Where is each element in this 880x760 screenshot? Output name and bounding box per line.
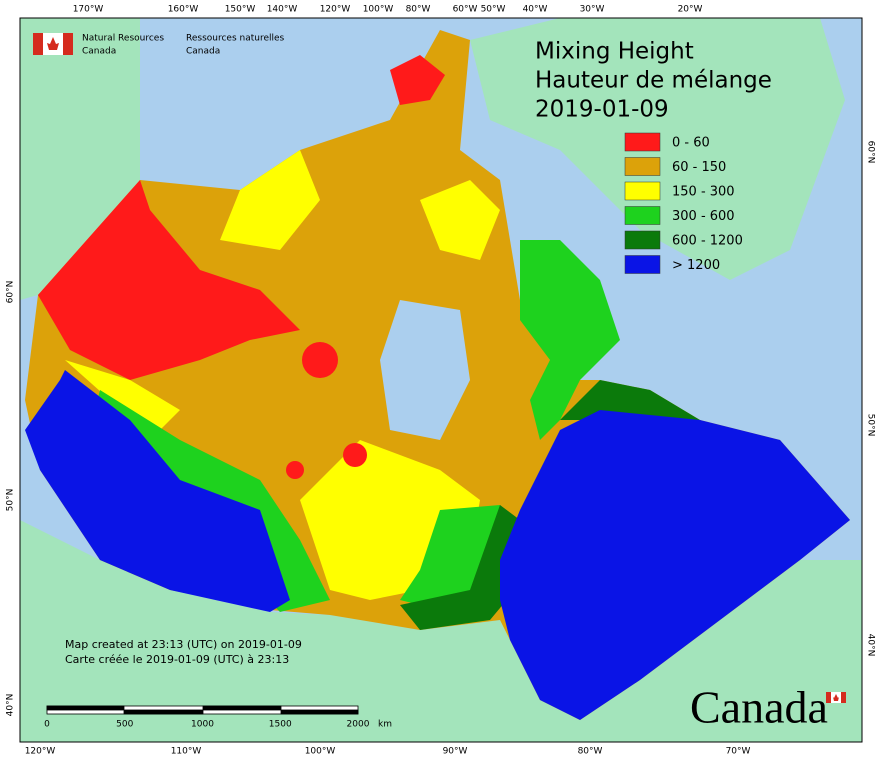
graticule-label: 100°W <box>305 747 336 757</box>
legend-label: 150 - 300 <box>672 185 735 200</box>
scale-label: 1000 <box>191 720 214 730</box>
wordmark-flag <box>826 692 846 703</box>
legend-swatch <box>624 132 661 152</box>
agency-en: Canada <box>82 47 116 57</box>
scale-label: 1500 <box>269 720 292 730</box>
graticule-label: 120°W <box>320 5 351 15</box>
graticule-label: 70°W <box>726 747 751 757</box>
agency-fr: Ressources naturelles <box>186 34 285 44</box>
graticule-label: 140°W <box>267 5 298 15</box>
map-frame <box>19 17 863 743</box>
agency-en: Natural Resources <box>82 34 164 44</box>
map-title: Hauteur de mélange <box>535 68 772 94</box>
graticule-label: 160°W <box>168 5 199 15</box>
map-date: 2019-01-09 <box>535 97 669 123</box>
legend-swatch <box>624 206 661 225</box>
graticule-label: 40°W <box>523 5 548 15</box>
legend-label: 300 - 600 <box>672 209 735 224</box>
graticule-label: 40°N <box>6 694 16 717</box>
graticule-label: 40°N <box>866 634 876 657</box>
scale-label: 500 <box>116 720 133 730</box>
graticule-label: 150°W <box>225 5 256 15</box>
graticule-label: 50°W <box>481 5 506 15</box>
legend-label: 600 - 1200 <box>672 234 743 249</box>
scale-label: 0 <box>44 720 50 730</box>
legend-swatch <box>624 255 661 274</box>
legend-swatch <box>624 230 661 250</box>
credit: Carte créée le 2019-01-09 (UTC) à 23:13 <box>65 653 289 666</box>
legend-label: > 1200 <box>672 258 720 273</box>
graticule-label: 90°W <box>443 747 468 757</box>
graticule-label: 50°N <box>866 414 876 437</box>
graticule-label: 60°W <box>453 5 478 15</box>
scale-label: 2000 <box>347 720 370 730</box>
agency-fr: Canada <box>186 47 220 57</box>
legend-label: 60 - 150 <box>672 160 726 175</box>
graticule-label: 80°W <box>406 5 431 15</box>
legend-label: 0 - 60 <box>672 136 710 151</box>
graticule-label: 60°N <box>6 281 16 304</box>
graticule-label: 20°W <box>678 5 703 15</box>
mixing-height-zones <box>25 30 850 720</box>
wordmark: Canada <box>690 682 828 733</box>
graticule-label: 50°N <box>6 489 16 512</box>
graticule-label: 80°W <box>578 747 603 757</box>
graticule-label: 30°W <box>580 5 605 15</box>
nrcan-flag <box>33 33 73 55</box>
credit: Map created at 23:13 (UTC) on 2019-01-09 <box>65 638 302 651</box>
graticule-label: 60°N <box>866 141 876 164</box>
legend-swatch <box>624 181 661 201</box>
map-title: Mixing Height <box>535 39 694 65</box>
legend-swatch <box>624 157 661 176</box>
scale-unit: km <box>378 720 392 730</box>
scale-bar <box>46 705 359 715</box>
graticule-label: 170°W <box>73 5 104 15</box>
graticule-label: 100°W <box>363 5 394 15</box>
graticule-label: 120°W <box>25 747 56 757</box>
graticule-label: 110°W <box>171 747 202 757</box>
